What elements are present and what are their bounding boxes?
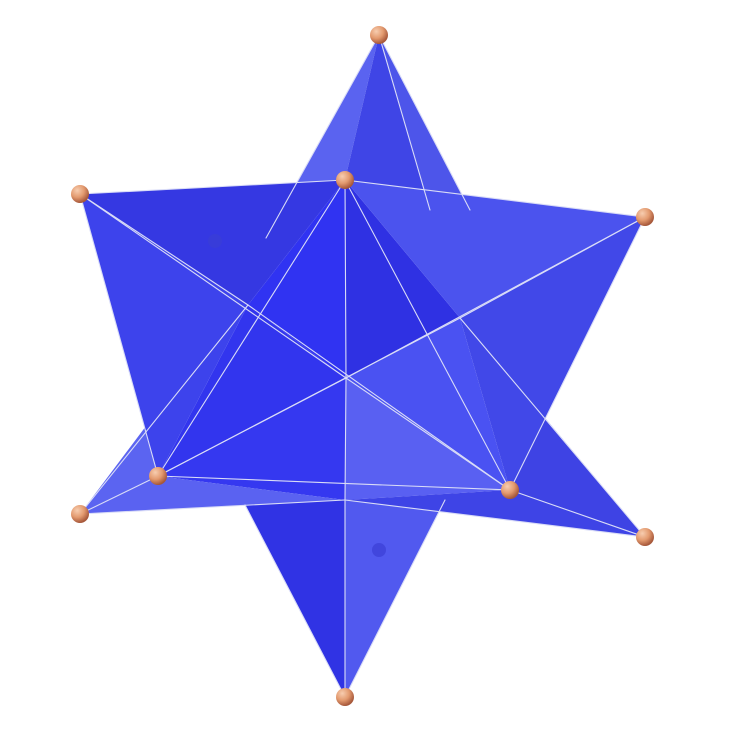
lower-right-arm-face [345, 490, 645, 537]
hidden-vertex-ball [372, 543, 386, 557]
center-face-bottom-right [345, 378, 510, 500]
vertex-ball [149, 467, 167, 485]
spike-top-right-face [345, 35, 430, 210]
vertex-ball [501, 481, 519, 499]
vertex-ball [71, 505, 89, 523]
lower-left-arm-face [80, 476, 345, 514]
center-face-top-left [248, 180, 346, 378]
vertices [71, 26, 654, 706]
left-arm-face [80, 194, 248, 476]
vertex-ball [636, 528, 654, 546]
vertex-ball [336, 171, 354, 189]
vertex-ball [636, 208, 654, 226]
hidden-vertex-ball [208, 234, 222, 248]
vertex-ball [71, 185, 89, 203]
center-face-left [158, 305, 346, 476]
right-arm-face [460, 217, 645, 490]
spike-lower-right-top-face [510, 400, 645, 537]
center-face-bottom-left [158, 378, 346, 500]
central-body [80, 180, 645, 537]
edges [79, 34, 646, 698]
upper-right-arm-face [345, 180, 645, 318]
vertex-ball [336, 688, 354, 706]
center-face-right [346, 318, 510, 490]
spike-bottom-left-face [245, 500, 345, 697]
vertex-ball [370, 26, 388, 44]
center-face-top-right [345, 180, 460, 378]
